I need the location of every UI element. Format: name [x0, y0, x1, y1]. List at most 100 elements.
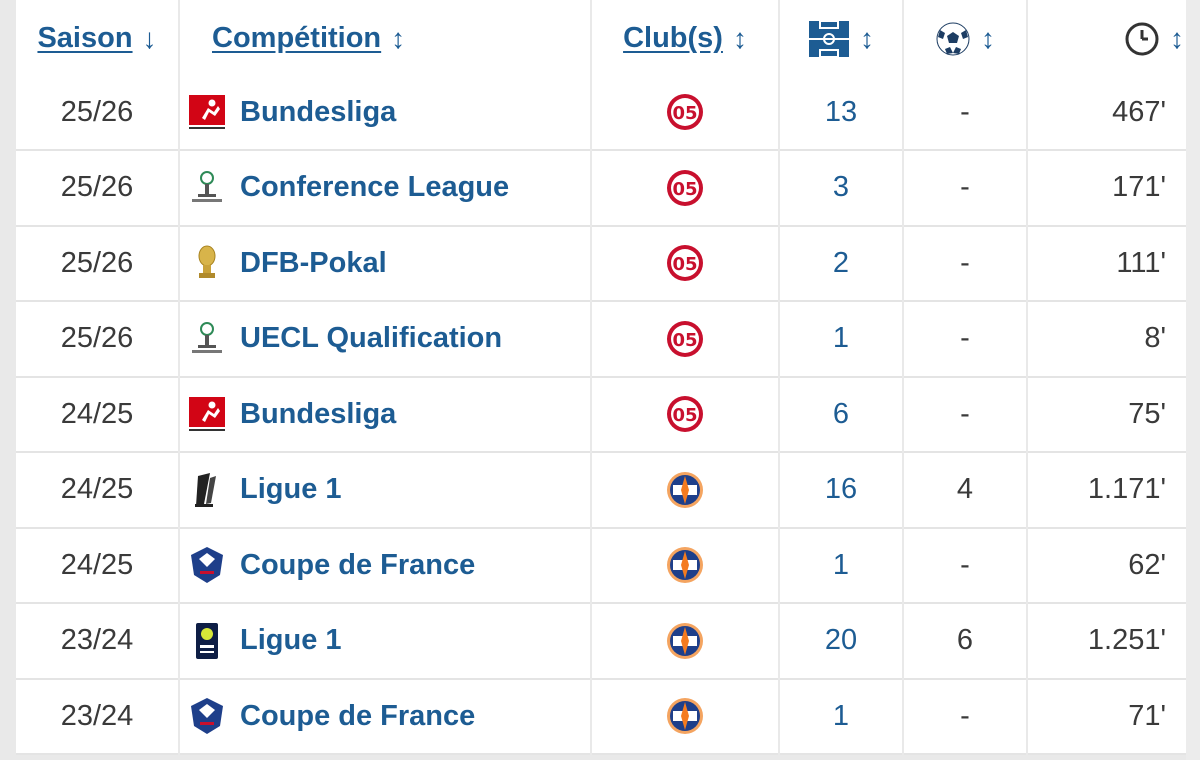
- club-cell: 05: [592, 75, 778, 151]
- appearances-cell: 1: [780, 528, 902, 604]
- competition-link[interactable]: Conference League: [240, 171, 510, 204]
- sort-toggle-icon[interactable]: ↕: [391, 22, 406, 54]
- season-cell: 25/26: [16, 75, 178, 151]
- club-cell: 05: [592, 302, 778, 378]
- header-clubs: Club(s) ↕: [592, 0, 778, 80]
- montpellier-crest-icon[interactable]: [665, 696, 705, 736]
- minutes-cell: 8': [1028, 302, 1194, 378]
- minutes-value: 1.171': [1087, 473, 1166, 506]
- season-value: 24/25: [60, 397, 134, 430]
- mainz-crest-icon[interactable]: 05: [665, 319, 705, 359]
- competition-link[interactable]: UECL Qualification: [240, 322, 503, 355]
- competition-link[interactable]: Coupe de France: [240, 548, 476, 581]
- appearances-link[interactable]: 3: [832, 171, 850, 204]
- competition-link[interactable]: Bundesliga: [240, 397, 397, 430]
- bundesliga-logo-icon: [188, 92, 226, 132]
- appearances-link[interactable]: 1: [832, 548, 850, 581]
- sort-clubs-link[interactable]: Club(s): [623, 22, 723, 54]
- season-cell: 24/25: [16, 377, 178, 453]
- svg-text:05: 05: [672, 254, 697, 275]
- sort-down-icon[interactable]: ↓: [142, 22, 157, 54]
- appearances-link[interactable]: 2: [832, 246, 850, 279]
- header-appearances: ↕: [780, 0, 902, 80]
- appearances-link[interactable]: 1: [832, 322, 850, 355]
- season-cell: 25/26: [16, 226, 178, 302]
- goals-value: -: [960, 322, 970, 355]
- season-cell: 24/25: [16, 528, 178, 604]
- mainz-crest-icon[interactable]: 05: [665, 168, 705, 208]
- pitch-icon[interactable]: [808, 19, 850, 58]
- appearances-link[interactable]: 13: [824, 95, 858, 128]
- competition-cell: Bundesliga: [180, 75, 590, 151]
- appearances-cell: 13: [780, 75, 902, 151]
- competition-link[interactable]: Ligue 1: [240, 624, 342, 657]
- season-value: 24/25: [60, 548, 134, 581]
- goals-cell: -: [904, 302, 1026, 378]
- mainz-crest-icon[interactable]: 05: [665, 243, 705, 283]
- competition-cell: Bundesliga: [180, 377, 590, 453]
- svg-text:05: 05: [672, 179, 697, 200]
- sort-toggle-icon[interactable]: ↕: [981, 22, 995, 54]
- cdf-logo-icon: [188, 696, 226, 736]
- header-goals: ↕: [904, 0, 1026, 80]
- montpellier-crest-icon[interactable]: [665, 621, 705, 661]
- goals-value: -: [960, 246, 970, 279]
- montpellier-crest-icon[interactable]: [665, 470, 705, 510]
- competition-cell: Conference League: [180, 151, 590, 227]
- competition-link[interactable]: Bundesliga: [240, 95, 397, 128]
- season-cell: 23/24: [16, 679, 178, 755]
- season-value: 23/24: [60, 624, 134, 657]
- sort-toggle-icon[interactable]: ↕: [1170, 22, 1184, 54]
- minutes-cell: 111': [1028, 226, 1194, 302]
- appearances-link[interactable]: 1: [832, 699, 850, 732]
- cdf-logo-icon: [188, 545, 226, 585]
- competition-link[interactable]: Ligue 1: [240, 473, 342, 506]
- goals-value: -: [960, 699, 970, 732]
- club-cell: 05: [592, 377, 778, 453]
- competition-link[interactable]: DFB-Pokal: [240, 246, 387, 279]
- sort-season-link[interactable]: Saison: [37, 22, 133, 54]
- goals-cell: -: [904, 226, 1026, 302]
- season-cell: 23/24: [16, 604, 178, 680]
- goals-cell: 4: [904, 453, 1026, 529]
- appearances-cell: 1: [780, 679, 902, 755]
- season-value: 25/26: [60, 322, 134, 355]
- goals-cell: -: [904, 75, 1026, 151]
- minutes-value: 171': [1112, 171, 1166, 204]
- goals-value: -: [960, 95, 970, 128]
- sort-toggle-icon[interactable]: ↕: [732, 22, 747, 54]
- minutes-cell: 467': [1028, 75, 1194, 151]
- svg-text:05: 05: [672, 405, 697, 426]
- sort-competition-link[interactable]: Compétition: [212, 22, 382, 54]
- appearances-link[interactable]: 16: [824, 473, 858, 506]
- goals-value: -: [960, 397, 970, 430]
- scrollbar[interactable]: [1186, 0, 1200, 760]
- montpellier-crest-icon[interactable]: [665, 545, 705, 585]
- ligue1-old-logo-icon: [188, 621, 226, 661]
- mainz-crest-icon[interactable]: 05: [665, 92, 705, 132]
- competition-cell: DFB-Pokal: [180, 226, 590, 302]
- mainz-crest-icon[interactable]: 05: [665, 394, 705, 434]
- season-cell: 25/26: [16, 151, 178, 227]
- competition-link[interactable]: Coupe de France: [240, 699, 476, 732]
- minutes-cell: 171': [1028, 151, 1194, 227]
- goals-value: -: [960, 171, 970, 204]
- competition-cell: Ligue 1: [180, 453, 590, 529]
- football-icon[interactable]: [935, 21, 971, 57]
- header-minutes: ↕: [1028, 0, 1194, 80]
- minutes-value: 62': [1128, 548, 1166, 581]
- club-cell: [592, 604, 778, 680]
- clock-icon[interactable]: [1124, 21, 1160, 57]
- competition-cell: UECL Qualification: [180, 302, 590, 378]
- bundesliga-logo-icon: [188, 394, 226, 434]
- season-value: 23/24: [60, 699, 134, 732]
- goals-value: 6: [956, 624, 974, 657]
- club-cell: [592, 453, 778, 529]
- season-cell: 24/25: [16, 453, 178, 529]
- goals-cell: -: [904, 377, 1026, 453]
- appearances-link[interactable]: 6: [832, 397, 850, 430]
- appearances-link[interactable]: 20: [824, 624, 858, 657]
- sort-toggle-icon[interactable]: ↕: [860, 22, 874, 54]
- minutes-cell: 75': [1028, 377, 1194, 453]
- club-cell: [592, 528, 778, 604]
